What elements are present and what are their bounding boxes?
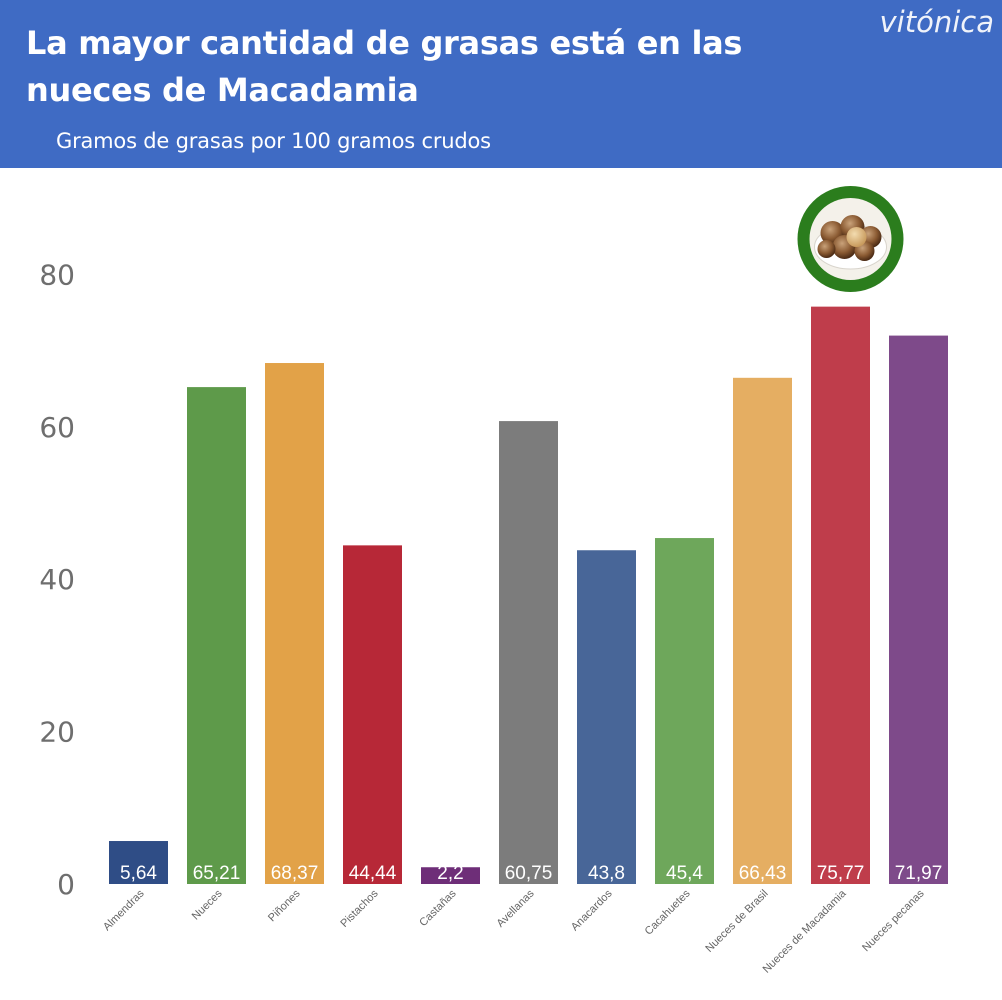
x-tick-label: Almendras [101, 887, 147, 933]
bar [421, 867, 480, 884]
bar [265, 363, 324, 884]
y-axis: 0 20 40 60 80 [39, 258, 75, 901]
value-labels-group: 5,64 65,21 68,37 44,44 2,2 60,75 43,8 45,4 66,43… [120, 863, 942, 884]
macadamia-nuts-bowl-icon [797, 186, 904, 292]
bar-value-label: 44,44 [349, 863, 397, 884]
bar-value-label: 60,75 [505, 863, 553, 884]
bar [577, 550, 636, 884]
x-tick-label: Nueces pecanas [860, 887, 927, 954]
bar [499, 421, 558, 884]
bar-value-label: 68,37 [271, 863, 319, 884]
bar-value-label: 45,4 [666, 863, 703, 884]
chart-subtitle: Gramos de grasas por 100 gramos crudos [56, 129, 491, 153]
y-tick-label: 60 [39, 411, 75, 444]
x-tick-label: Nueces de Brasil [703, 888, 770, 955]
x-tick-label: Cacahuetes [643, 887, 693, 937]
bar-value-label: 65,21 [193, 863, 241, 884]
bar-value-label: 43,8 [588, 863, 625, 884]
x-tick-label: Anacardos [569, 887, 615, 933]
nut-shape [817, 240, 836, 258]
chart-canvas: 0 20 40 60 80 5,64 65,21 68,37 44,44 2,2 60,75 43,… [39, 186, 948, 976]
x-tick-label: Piñones [266, 887, 303, 924]
bar-chart: 0 20 40 60 80 5,64 65,21 68,37 44,44 2,2 60,75 43,… [0, 168, 1002, 1000]
x-tick-label: Nueces [190, 887, 225, 922]
brand-logo: vitónica [879, 5, 995, 39]
x-tick-label: Nueces de Macadamia [761, 887, 850, 976]
bar-value-label: 2,2 [437, 863, 463, 884]
bar [109, 841, 168, 884]
bars-group [109, 306, 948, 885]
nut-shape [846, 227, 867, 247]
y-tick-label: 20 [39, 716, 75, 749]
chart-title: La mayor cantidad de grasas está en las … [26, 24, 743, 109]
y-tick-label: 40 [39, 563, 75, 596]
x-tick-label: Castañas [417, 887, 459, 929]
x-axis: Almendras Nueces Piñones Pistachos Castañas A… [101, 887, 927, 976]
bar [343, 545, 402, 884]
bar [733, 377, 792, 884]
x-tick-label: Avellanas [495, 887, 537, 929]
y-tick-label: 80 [39, 258, 75, 291]
header-banner: La mayor cantidad de grasas está en las … [0, 0, 1002, 168]
bar [187, 387, 246, 884]
bar [889, 335, 948, 884]
y-tick-label: 0 [57, 868, 75, 901]
bar-value-label: 71,97 [895, 863, 943, 884]
bar [811, 306, 870, 885]
bar-value-label: 75,77 [817, 863, 865, 884]
x-tick-label: Pistachos [338, 887, 381, 930]
bar [655, 538, 714, 884]
bar-value-label: 5,64 [120, 863, 157, 884]
bar-value-label: 66,43 [739, 863, 787, 884]
